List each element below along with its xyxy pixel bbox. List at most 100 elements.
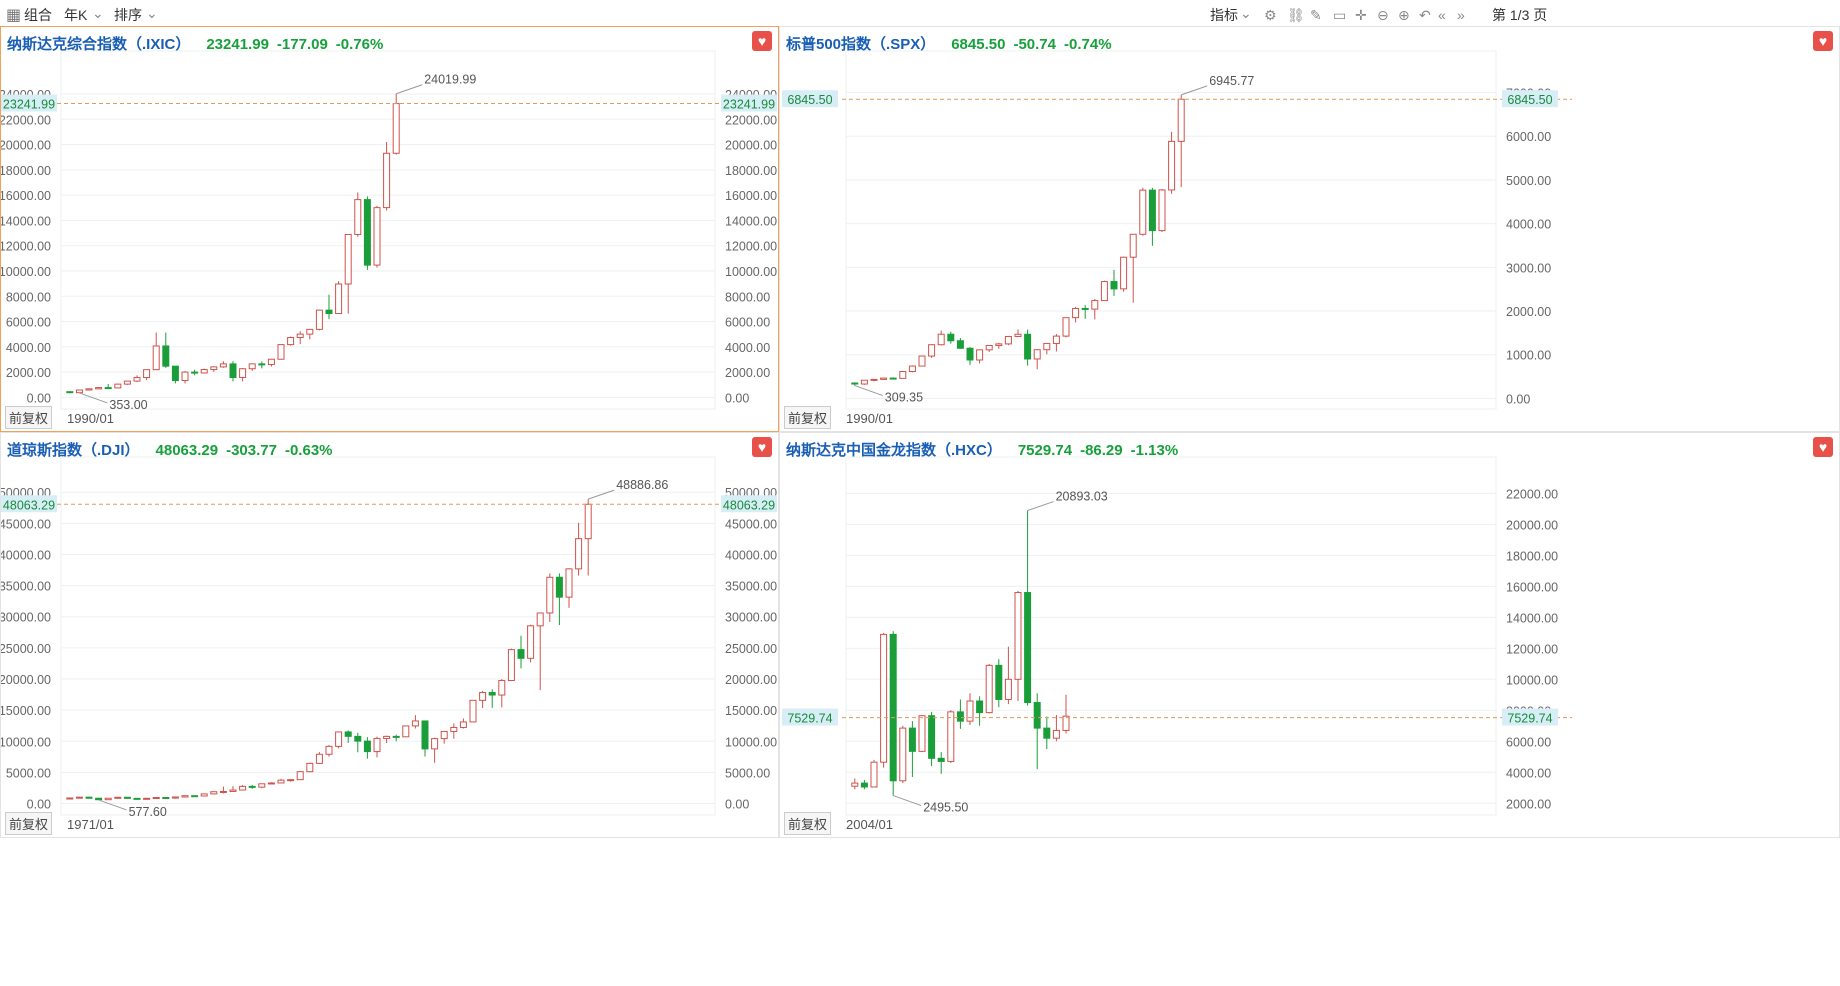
sort-dropdown[interactable]: 排序 — [114, 7, 142, 23]
right-axis-tick-label: 10000.00 — [1506, 673, 1558, 687]
candle-up — [315, 753, 323, 764]
right-axis-tick-label: 4000.00 — [1506, 218, 1551, 232]
candle-up — [1014, 333, 1022, 337]
left-axis-tick-label: 22000.00 — [1, 113, 51, 127]
index-name[interactable]: 道琼斯指数（.DJI） — [7, 442, 140, 459]
chevron-down-icon[interactable]: ⌄ — [1240, 5, 1252, 21]
left-axis-tick-label: 0.00 — [27, 391, 51, 405]
left-axis-tick-label: 16000.00 — [1, 189, 51, 203]
price-adjust-button[interactable]: 前复权 — [5, 406, 53, 429]
candle-down — [947, 333, 955, 342]
favorite-heart-icon[interactable]: ♥ — [1813, 437, 1833, 457]
link-icon[interactable]: ⛓ — [1287, 7, 1305, 23]
zoom-in-icon[interactable]: ⊕ — [1398, 7, 1410, 23]
candle-down — [889, 633, 897, 782]
start-date-label: 1990/01 — [846, 411, 893, 426]
candle-up — [1043, 342, 1051, 351]
left-axis-tick-label: 2000.00 — [6, 366, 51, 380]
candle-up — [928, 344, 936, 357]
candle-up — [431, 738, 439, 750]
index-name[interactable]: 纳斯达克中国金龙指数（.HXC） — [786, 442, 1002, 459]
favorite-heart-icon[interactable]: ♥ — [752, 437, 772, 457]
left-axis-tick-label: 25000.00 — [1, 642, 51, 656]
index-change-percent: -0.63% — [284, 442, 333, 459]
candle-up — [527, 625, 535, 659]
chevron-down-icon[interactable]: ⌄ — [146, 5, 158, 21]
candlestick-chart: 0.00 0.00 5000.00 5000.00 10000.00 10000.00 15… — [1, 456, 778, 819]
candle-up — [267, 782, 275, 785]
period-dropdown[interactable]: 年K — [64, 7, 88, 23]
candle-up — [860, 379, 868, 385]
index-change-percent: -0.74% — [1064, 36, 1112, 53]
candle-down — [928, 715, 936, 759]
indicator-dropdown[interactable]: 指标 — [1210, 7, 1238, 23]
start-date-label: 1990/01 — [67, 411, 114, 426]
price-adjust-button[interactable]: 前复权 — [5, 812, 53, 835]
price-adjust-button[interactable]: 前复权 — [784, 812, 832, 835]
grid-layout-icon[interactable]: ▦ — [6, 7, 22, 24]
page-indicator: 第 1/3 页 — [1492, 7, 1548, 23]
current-price-label-left: 6845.50 — [787, 93, 832, 107]
index-name[interactable]: 标普500指数（.SPX） — [786, 36, 936, 53]
candle-up — [296, 771, 304, 781]
candle-up — [95, 387, 103, 390]
candle-down — [1081, 307, 1089, 310]
left-axis-tick-label: 10000.00 — [1, 735, 51, 749]
left-axis-tick-label: 40000.00 — [1, 548, 51, 562]
high-marker-line — [1181, 85, 1208, 96]
candle-up — [335, 731, 343, 747]
candle-up — [181, 371, 189, 382]
candle-up — [1168, 140, 1176, 191]
candle-up — [344, 233, 352, 285]
zoom-out-icon[interactable]: ⊖ — [1377, 7, 1389, 23]
high-value-label: 6945.77 — [1209, 74, 1254, 88]
comment-icon[interactable]: ▭ — [1333, 7, 1347, 23]
chart-panel[interactable]: 道琼斯指数（.DJI） 48063.29 -303.77 -0.63% ♥ 0.00 0.0… — [0, 432, 779, 838]
candle-up — [1004, 678, 1012, 700]
candle-up — [1072, 307, 1080, 319]
chart-panel[interactable]: 纳斯达克综合指数（.IXIC） 23241.99 -177.09 -0.76% ♥ 0.0… — [0, 26, 779, 432]
candle-up — [143, 797, 151, 800]
right-axis-tick-label: 20000.00 — [1506, 518, 1558, 532]
candle-up — [1014, 592, 1022, 680]
left-axis-tick-label: 4000.00 — [6, 341, 51, 355]
chart-panel[interactable]: 纳斯达克中国金龙指数（.HXC） 7529.74 -86.29 -1.13% ♥ 2000… — [779, 432, 1840, 838]
chevron-down-icon[interactable]: ⌄ — [92, 5, 104, 21]
current-price-label-right: 7529.74 — [1507, 712, 1552, 726]
right-axis-tick-label: 20000.00 — [725, 139, 777, 153]
left-axis-tick-label: 14000.00 — [1, 214, 51, 228]
candle-up — [219, 363, 227, 368]
candle-up — [143, 369, 151, 379]
chart-panel[interactable]: 标普500指数（.SPX） 6845.50 -50.74 -0.74% ♥ 0.00 100… — [779, 26, 1840, 432]
candle-up — [210, 366, 218, 371]
candle-up — [880, 633, 888, 763]
candle-up — [546, 576, 554, 614]
rewind-icon[interactable]: « — [1438, 7, 1446, 23]
candle-up — [306, 328, 314, 335]
index-price: 6845.50 — [951, 36, 1006, 53]
candle-up — [248, 363, 256, 370]
plot-frame — [60, 456, 716, 816]
fast-forward-icon[interactable]: » — [1457, 7, 1465, 23]
favorite-heart-icon[interactable]: ♥ — [1813, 31, 1833, 51]
pencil-icon[interactable]: ✎ — [1310, 7, 1322, 23]
index-price: 7529.74 — [1017, 442, 1073, 459]
gear-icon[interactable]: ⚙ — [1264, 7, 1277, 23]
low-marker-line — [854, 385, 883, 397]
undo-icon[interactable]: ↶ — [1419, 7, 1431, 23]
candle-down — [1024, 333, 1032, 360]
candle-up — [440, 730, 448, 740]
right-axis-tick-label: 8000.00 — [725, 290, 770, 304]
crosshair-icon[interactable]: ✛ — [1355, 7, 1367, 23]
left-axis-tick-label: 30000.00 — [1, 611, 51, 625]
favorite-heart-icon[interactable]: ♥ — [752, 31, 772, 51]
right-axis-tick-label: 0.00 — [1506, 392, 1530, 406]
combo-button[interactable]: 组合 — [24, 7, 52, 23]
candle-up — [75, 389, 83, 394]
index-name[interactable]: 纳斯达克综合指数（.IXIC） — [7, 36, 191, 53]
price-adjust-button[interactable]: 前复权 — [784, 406, 832, 429]
right-axis-tick-label: 25000.00 — [725, 642, 777, 656]
plot-frame — [845, 456, 1497, 816]
high-marker-line — [1027, 501, 1054, 512]
candle-down — [995, 664, 1003, 700]
